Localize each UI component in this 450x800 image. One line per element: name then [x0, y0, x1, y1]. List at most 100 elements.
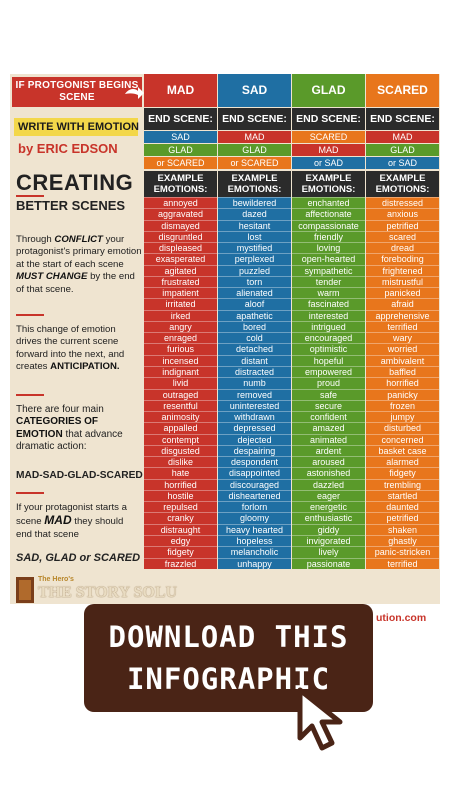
column-sad: SAD END SCENE: MAD GLAD or SCARED EXAMPLE EMOT… [218, 74, 291, 604]
example-label-line: EMOTIONS: [375, 184, 430, 195]
emotion-item: lost [218, 230, 291, 243]
categories-emphasis: CATEGORIES OF EMOTION [16, 416, 99, 440]
emotion-item: fidgety [144, 546, 217, 558]
end-scene-option: MAD [292, 144, 365, 156]
end-scene-label: END SCENE: [218, 108, 291, 130]
emotion-item: dejected [218, 433, 291, 445]
anticipation-emphasis: ANTICIPATION. [50, 361, 120, 373]
emotion-item: contempt [144, 433, 217, 445]
example-label-line: EXAMPLE [157, 173, 204, 184]
mad-emphasis: MAD [44, 513, 72, 528]
emotion-item: enchanted [292, 197, 365, 209]
emotion-item: fidgety [366, 467, 439, 479]
emotion-item: exasperated [144, 253, 217, 265]
example-emotions-label: EXAMPLE EMOTIONS: [144, 171, 217, 197]
emotion-item: intrigued [292, 320, 365, 333]
emotion-item: terrified [366, 557, 439, 569]
column-header-scared: SCARED [366, 74, 439, 107]
emotion-item: heavy hearted [218, 523, 291, 535]
download-line-2: INFOGRAPHIC [126, 662, 331, 696]
conflict-paragraph: Through CONFLICT your protagonist's prim… [16, 234, 142, 296]
emotion-item: friendly [292, 230, 365, 243]
emotion-item: alienated [218, 287, 291, 299]
emotion-item: puzzled [218, 264, 291, 276]
emotion-item: affectionate [292, 208, 365, 220]
emotion-item: despondent [218, 456, 291, 468]
mad-sad-glad-scared-text: MAD-SAD-GLAD-SCARED [16, 470, 143, 481]
emotion-item: secure [292, 399, 365, 412]
emotion-item: depressed [218, 422, 291, 434]
end-scene-option: GLAD [144, 144, 217, 156]
emotion-item: dazed [218, 208, 291, 220]
emotion-item: sympathetic [292, 264, 365, 276]
emotion-item: terrified [366, 320, 439, 333]
emotion-item: worried [366, 343, 439, 355]
emotion-item: agitated [144, 264, 217, 276]
download-infographic-button[interactable]: DOWNLOAD THIS INFOGRAPHIC [84, 604, 373, 712]
emotion-item: irked [144, 309, 217, 321]
emotion-item: loving [292, 242, 365, 254]
para-text: There are four main [16, 404, 104, 415]
emotion-item: disgruntled [144, 230, 217, 243]
emotion-item: foreboding [366, 253, 439, 265]
emotion-item: enraged [144, 332, 217, 344]
end-scene-label: END SCENE: [366, 108, 439, 130]
emotion-item: detached [218, 343, 291, 355]
emotion-item: frightened [366, 264, 439, 276]
infographic-poster: IF PROTGONIST BEGINS SCENE WRITE WITH EM… [10, 74, 440, 604]
end-scene-option: or SAD [366, 157, 439, 169]
emotion-item: apprehensive [366, 309, 439, 321]
emotion-item: animated [292, 433, 365, 445]
example-label-line: EXAMPLE [379, 173, 426, 184]
logo-small-text: The Hero's [38, 576, 74, 583]
emotion-item: incensed [144, 354, 217, 366]
end-scene-option: or SAD [292, 157, 365, 169]
emotion-item: disappointed [218, 467, 291, 479]
example-label-line: EMOTIONS: [301, 184, 356, 195]
emotion-item: anxious [366, 208, 439, 220]
para-text: This change of emotion drives the curren… [16, 324, 125, 373]
emotion-item: open-hearted [292, 253, 365, 265]
emotion-item: dread [366, 242, 439, 254]
emotion-item: hopeless [218, 534, 291, 547]
divider-line [16, 394, 44, 396]
left-panel: IF PROTGONIST BEGINS SCENE WRITE WITH EM… [10, 74, 177, 604]
emotion-item: trembling [366, 478, 439, 490]
emotion-item: interested [292, 309, 365, 321]
example-label-line: EMOTIONS: [227, 184, 282, 195]
divider-line [16, 314, 44, 316]
emotion-item: hate [144, 467, 217, 479]
emotion-item: melancholic [218, 546, 291, 558]
emotion-item: withdrawn [218, 411, 291, 423]
column-mad: MAD END SCENE: SAD GLAD or SCARED EXAMPLE EMOT… [144, 74, 217, 604]
emotion-item: concerned [366, 433, 439, 445]
sad-glad-scared-text: SAD, GLAD or SCARED [16, 552, 140, 564]
emotion-item: energetic [292, 501, 365, 513]
emotion-item: disgusted [144, 444, 217, 457]
emotion-item: resentful [144, 399, 217, 412]
emotion-item: forlorn [218, 501, 291, 513]
book-logo-icon [16, 577, 34, 603]
emotion-item: angry [144, 320, 217, 333]
emotion-item: afraid [366, 298, 439, 310]
end-scene-option: GLAD [218, 144, 291, 156]
emotion-item: aloof [218, 298, 291, 310]
creating-heading: CREATING [16, 170, 134, 195]
emotion-item: distraught [144, 523, 217, 535]
emotion-item: proud [292, 377, 365, 389]
emotion-item: irritated [144, 298, 217, 310]
emotion-item: bored [218, 320, 291, 333]
emotion-item: distressed [366, 197, 439, 209]
column-scared: SCARED END SCENE: MAD GLAD or SAD EXAMPLE EMOT… [366, 74, 439, 604]
end-scene-option: or SCARED [144, 157, 217, 169]
emotion-item: panic-stricken [366, 546, 439, 558]
example-emotions-label: EXAMPLE EMOTIONS: [366, 171, 439, 197]
emotion-item: baffled [366, 365, 439, 378]
emotion-item: outraged [144, 388, 217, 400]
para-text: that advance dramatic action: [16, 428, 123, 453]
emotion-item: safe [292, 388, 365, 400]
example-emotions-label: EXAMPLE EMOTIONS: [292, 171, 365, 197]
end-scene-label: END SCENE: [292, 108, 365, 130]
website-url-fragment: ution.com [376, 612, 427, 624]
column-header-mad: MAD [144, 74, 217, 107]
